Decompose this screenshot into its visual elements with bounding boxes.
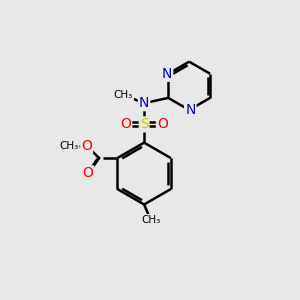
Text: S: S: [140, 117, 148, 131]
Text: O: O: [120, 117, 131, 131]
Text: CH₃: CH₃: [114, 90, 133, 100]
Text: N: N: [162, 67, 172, 81]
Text: O: O: [82, 167, 93, 180]
Text: O: O: [81, 139, 92, 153]
Text: CH₃: CH₃: [142, 215, 161, 225]
Text: O: O: [157, 117, 168, 131]
Text: N: N: [185, 103, 196, 117]
Text: CH₃: CH₃: [59, 141, 79, 151]
Text: N: N: [139, 96, 149, 110]
